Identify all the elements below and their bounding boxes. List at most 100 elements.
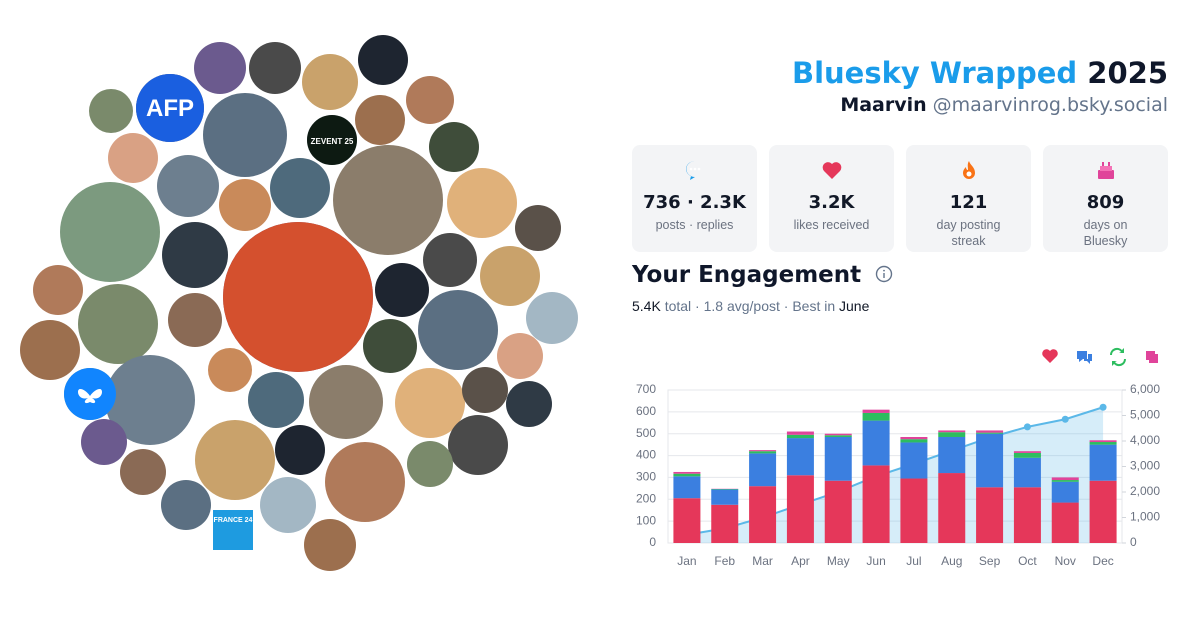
bar-segment (976, 432, 1004, 434)
bar-segment (749, 486, 777, 543)
avatar[interactable] (60, 182, 160, 282)
avatar[interactable] (78, 284, 158, 364)
bar-segment (1051, 502, 1079, 543)
y2-tick-label: 4,000 (1130, 433, 1160, 447)
bar-segment (673, 471, 701, 474)
bar-segment (786, 431, 814, 435)
avatar[interactable] (194, 42, 246, 94)
avatar[interactable] (375, 263, 429, 317)
avatar-label: AFP (146, 95, 194, 122)
avatar[interactable] (407, 441, 453, 487)
avatar[interactable] (208, 348, 252, 392)
avatar[interactable] (203, 93, 287, 177)
bar-segment (673, 473, 701, 477)
avatar[interactable] (249, 42, 301, 94)
bar-segment (749, 451, 777, 454)
avatar[interactable] (105, 355, 195, 445)
avatar[interactable] (213, 510, 253, 550)
avatar[interactable] (355, 95, 405, 145)
avatar[interactable] (248, 372, 304, 428)
avatar[interactable] (429, 122, 479, 172)
line-point (1099, 403, 1107, 411)
avatar[interactable] (260, 477, 316, 533)
butterfly (78, 389, 102, 404)
avatar[interactable] (358, 35, 408, 85)
stat-card: 736 · 2.3K posts · replies (632, 145, 757, 252)
stat-label: posts · replies (655, 218, 734, 232)
bar-segment (1013, 457, 1041, 488)
icon-chat (685, 161, 700, 180)
avatar[interactable] (120, 449, 166, 495)
section-title: Your Engagement (632, 262, 893, 288)
y-tick-label: 200 (636, 491, 656, 505)
avatar[interactable] (108, 133, 158, 183)
avatar[interactable] (333, 145, 443, 255)
avatar[interactable] (302, 54, 358, 110)
avatar[interactable] (161, 480, 211, 530)
avatar[interactable] (20, 320, 80, 380)
avatar[interactable] (526, 292, 578, 344)
avatar[interactable] (395, 368, 465, 438)
avatar[interactable] (462, 367, 508, 413)
avatar[interactable] (136, 74, 204, 142)
avatar[interactable] (418, 290, 498, 370)
year: 2025 (1087, 56, 1168, 90)
avatar[interactable] (168, 293, 222, 347)
icon-heart (822, 162, 841, 179)
avatar[interactable] (447, 168, 517, 238)
x-tick-label: Jul (906, 554, 921, 568)
bar-segment (824, 480, 852, 543)
avatar[interactable] (64, 368, 116, 420)
avatar[interactable] (363, 319, 417, 373)
handle: @maarvinrog.bsky.social (932, 94, 1168, 116)
avatar[interactable] (162, 222, 228, 288)
avatar[interactable] (307, 115, 357, 165)
avatar[interactable] (195, 420, 275, 500)
icon-cake (1097, 162, 1114, 179)
title-text: Bluesky Wrapped (791, 56, 1078, 90)
bar-segment (1089, 442, 1117, 445)
y2-tick-label: 5,000 (1130, 408, 1160, 422)
legend-icon[interactable] (1146, 351, 1158, 363)
x-tick-label: Dec (1092, 554, 1113, 568)
bar-segment (673, 498, 701, 543)
avatar[interactable] (480, 246, 540, 306)
bar-segment (824, 435, 852, 437)
bar-segment (976, 487, 1004, 543)
avatar[interactable] (157, 155, 219, 217)
legend-icon[interactable] (1077, 351, 1092, 364)
avatar[interactable] (448, 415, 508, 475)
avatar[interactable] (270, 158, 330, 218)
avatar[interactable] (33, 265, 83, 315)
avatar[interactable] (325, 442, 405, 522)
info-icon[interactable] (875, 265, 893, 283)
avatar[interactable] (506, 381, 552, 427)
stat-card: 121 day posting streak (906, 145, 1031, 252)
stat-value: 809 (1086, 192, 1125, 213)
bar-segment (938, 473, 966, 543)
avatar[interactable] (89, 89, 133, 133)
stat-label: days on Bluesky (1083, 218, 1128, 248)
avatar[interactable] (304, 519, 356, 571)
icon-fire (962, 161, 975, 179)
avatar[interactable] (406, 76, 454, 124)
avatar[interactable] (515, 205, 561, 251)
avatar[interactable] (423, 233, 477, 287)
y-tick-label: 0 (649, 535, 656, 549)
bar-segment (862, 409, 890, 413)
bar-segment (711, 504, 739, 543)
legend-icon[interactable] (1042, 349, 1058, 363)
line-point (1023, 423, 1031, 431)
avatar[interactable] (497, 333, 543, 379)
stat-value: 121 (949, 192, 988, 213)
bar-segment (1051, 477, 1079, 481)
y2-tick-label: 3,000 (1130, 459, 1160, 473)
legend-icon[interactable] (1109, 347, 1127, 367)
avatar[interactable] (223, 222, 373, 372)
avatar[interactable] (275, 425, 325, 475)
avatar[interactable] (219, 179, 271, 231)
avatar[interactable] (81, 419, 127, 465)
bar-segment (824, 433, 852, 436)
avatar[interactable] (309, 365, 383, 439)
